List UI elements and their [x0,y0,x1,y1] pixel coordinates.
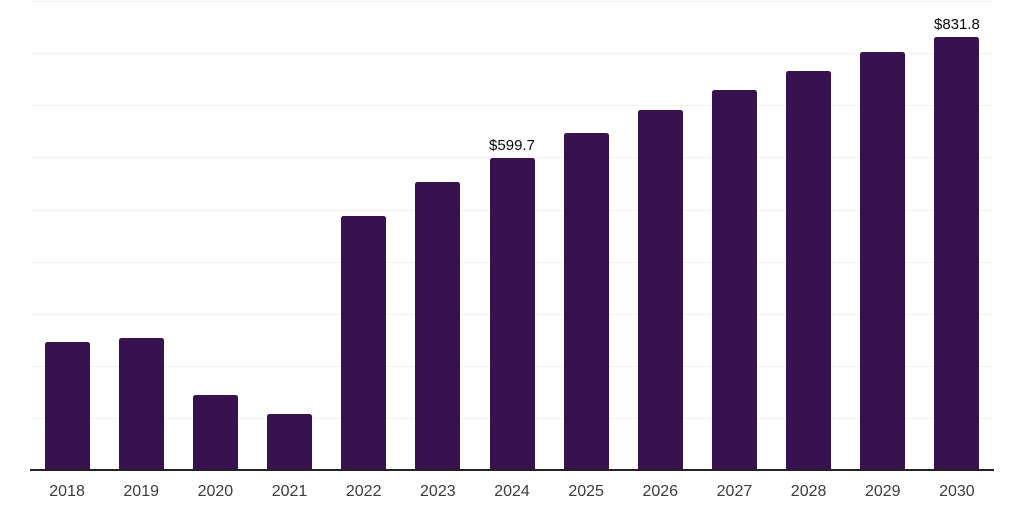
x-tick-label-2019: 2019 [123,483,159,500]
bar-2020 [192,394,238,470]
bar-2030 [934,36,980,470]
x-axis-line [30,469,994,471]
x-tick-label-2029: 2029 [864,483,901,500]
x-tick-label-2020: 2020 [197,483,234,500]
bar-2027 [711,89,757,470]
x-tick-label-2024: 2024 [494,483,530,500]
x-tick-label-2022: 2022 [345,483,382,500]
bar-2026 [637,110,683,470]
bar-2021 [267,414,313,470]
gridline-800 [30,53,994,55]
bar-2019 [118,338,164,470]
gridline-700 [30,105,994,107]
bar-2023 [415,181,461,470]
bar-2024 [489,157,535,470]
x-tick-label-2026: 2026 [642,483,679,500]
bar-2018 [44,342,90,470]
bar-2025 [563,132,609,470]
gridline-900 [30,1,994,3]
x-tick-label-2028: 2028 [790,483,827,500]
x-tick-label-2030: 2030 [939,483,975,500]
value-label-2024: $599.7 [489,136,535,154]
bar-2029 [860,52,906,470]
x-tick-label-2027: 2027 [716,483,753,500]
x-tick-label-2023: 2023 [420,483,456,500]
bar-2028 [786,70,832,470]
x-tick-label-2021: 2021 [271,483,308,500]
value-label-2030: $831.8 [933,15,980,33]
x-tick-label-2018: 2018 [49,483,85,500]
bar-2022 [341,215,387,470]
x-tick-label-2025: 2025 [568,483,604,500]
